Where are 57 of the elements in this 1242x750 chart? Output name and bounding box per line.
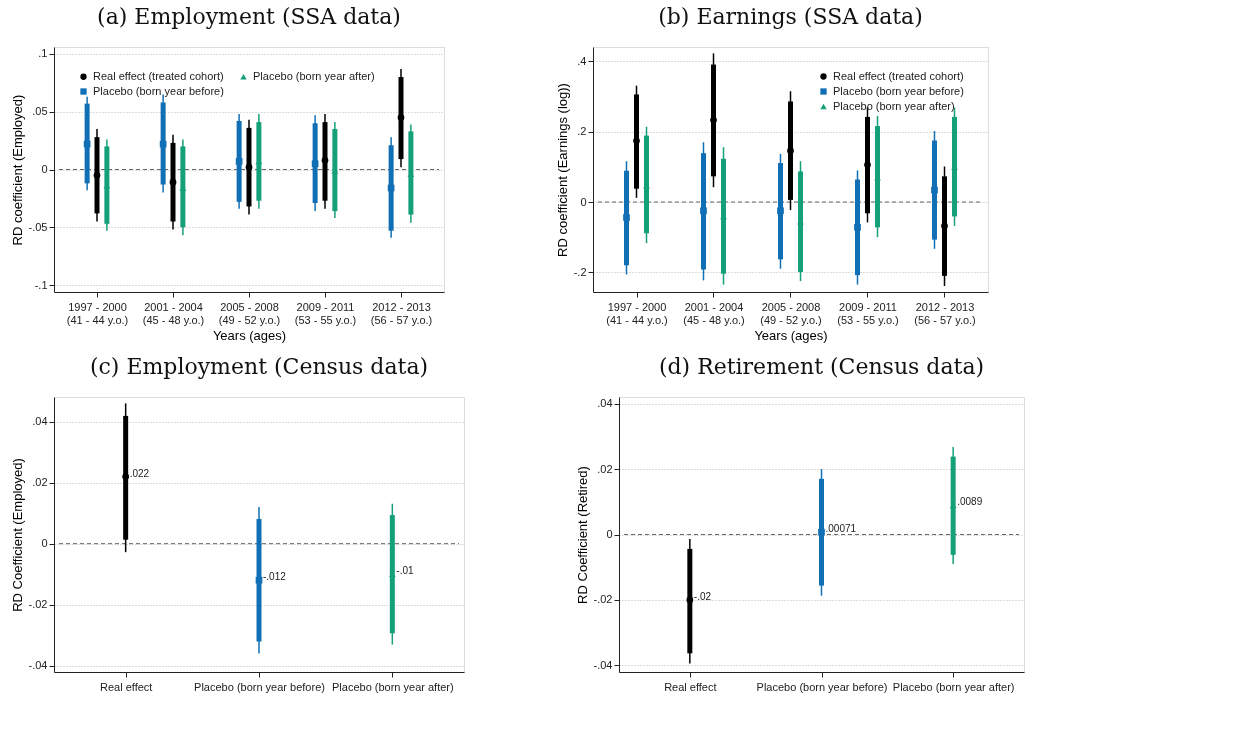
x-tick-label: Placebo (born year after) <box>332 680 454 693</box>
y-tick-label: .04 <box>597 397 613 410</box>
y-tick-label: 0 <box>41 163 48 175</box>
legend-label: Placebo (born year after) <box>833 99 955 112</box>
y-tick-label: .4 <box>577 54 587 67</box>
x-tick-label: 2009 - 2011 (53 - 55 y.o.) <box>837 300 899 326</box>
legend-label: Placebo (born year before) <box>93 84 224 97</box>
x-tick-label: Real effect <box>664 680 717 693</box>
y-axis-title: RD Coefficient (Employed) <box>9 458 25 612</box>
legend-label: Real effect (treated cohort) <box>833 69 964 82</box>
chart-title: (b) Earnings (SSA data) <box>658 4 923 29</box>
y-tick-label: -.2 <box>573 265 587 278</box>
data-label: -.012 <box>263 571 287 583</box>
y-tick-label: 0 <box>41 537 48 550</box>
y-axis-title: RD coefficient (Earnings (log)) <box>554 83 570 257</box>
y-tick-label: -.04 <box>28 659 48 672</box>
x-tick-label: 1997 - 2000 (41 - 44 y.o.) <box>606 300 668 326</box>
y-axis-title: RD coefficient (Employed) <box>9 94 25 246</box>
y-tick-label: 0 <box>606 528 613 540</box>
x-tick-label: 2005 - 2008 (49 - 52 y.o.) <box>218 300 281 326</box>
y-tick-label: -.1 <box>34 278 48 291</box>
y-axis-title: RD Coefficient (Retired) <box>574 466 590 604</box>
y-tick-label: .04 <box>32 415 48 428</box>
data-label: -.02 <box>693 590 712 602</box>
data-label: .00071 <box>825 523 857 535</box>
x-tick-label: 2005 - 2008 (49 - 52 y.o.) <box>760 300 822 326</box>
x-tick-label: Real effect <box>99 680 153 693</box>
y-tick-label: 0 <box>580 195 587 208</box>
data-label: .0089 <box>957 496 983 508</box>
legend-label: Placebo (born year after) <box>253 69 375 82</box>
y-tick-label: -.05 <box>28 220 48 233</box>
y-tick-label: .02 <box>597 462 613 475</box>
y-tick-label: .02 <box>32 476 48 489</box>
x-tick-label: 2012 - 2013 (56 - 57 y.o.) <box>914 300 976 326</box>
chart-title: (d) Retirement (Census data) <box>658 354 985 379</box>
y-tick-label: -.02 <box>28 598 48 611</box>
x-tick-label: 2001 - 2004 (45 - 48 y.o.) <box>683 300 745 326</box>
y-tick-label: .1 <box>38 47 48 60</box>
x-tick-label: 1997 - 2000 (41 - 44 y.o.) <box>66 300 129 326</box>
y-tick-label: .2 <box>577 125 587 138</box>
y-tick-label: .05 <box>32 105 48 118</box>
chart-title: (a) Employment (SSA data) <box>97 4 401 29</box>
x-tick-label: Placebo (born year after) <box>892 680 1015 693</box>
data-label: .022 <box>129 467 150 479</box>
chart-title: (c) Employment (Census data) <box>89 354 429 379</box>
y-tick-label: -.04 <box>593 658 613 671</box>
x-tick-label: 2001 - 2004 (45 - 48 y.o.) <box>142 300 205 326</box>
data-label: -.01 <box>396 565 414 577</box>
x-tick-label: Placebo (born year before) <box>194 680 325 693</box>
y-tick-label: -.02 <box>593 593 613 606</box>
x-tick-label: Placebo (born year before) <box>756 680 888 693</box>
x-axis-title: Years (ages) <box>212 327 287 343</box>
legend-label: Placebo (born year before) <box>833 84 964 97</box>
x-tick-label: 2012 - 2013 (56 - 57 y.o.) <box>370 300 433 326</box>
x-axis-title: Years (ages) <box>754 327 828 343</box>
legend-label: Real effect (treated cohort) <box>93 69 224 82</box>
x-tick-label: 2009 - 2011 (53 - 55 y.o.) <box>294 300 357 326</box>
